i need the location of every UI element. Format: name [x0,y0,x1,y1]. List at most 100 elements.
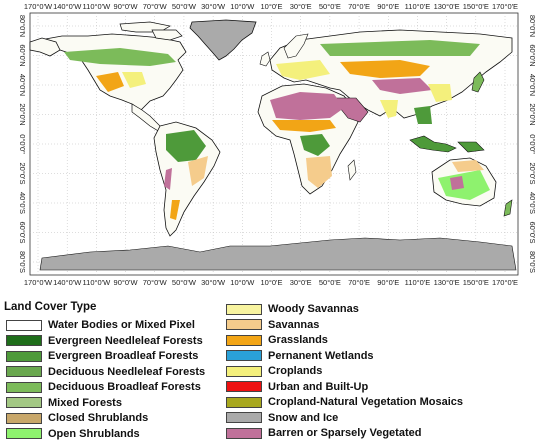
legend-swatch [6,397,42,408]
legend-swatch [226,319,262,330]
longitude-label: 110°0'E [405,278,431,287]
antarctica-snow [39,237,517,271]
longitude-label: 10°0'E [261,2,283,11]
legend-label: Water Bodies or Mixed Pixel [48,319,195,331]
indonesia-islands [409,135,457,153]
british-isles [259,51,271,67]
legend-swatch [6,412,42,424]
longitude-label: 90°0'E [377,2,399,11]
latitude-label: 60°0'S [18,222,27,244]
longitude-label: 170°0'W [24,278,53,287]
new-zealand [503,199,513,217]
legend-label: Closed Shrublands [48,412,149,424]
latitude-label: 20°0'N [528,103,537,125]
new-guinea [457,141,485,153]
legend-swatch [226,427,262,439]
longitude-label: 30°0'W [201,278,226,287]
latitude-label: 40°0'S [528,192,537,214]
legend-label: Deciduous Needleleaf Forests [48,365,206,378]
latitude-label: 20°0'S [18,163,27,185]
legend-label: Pernanent Wetlands [268,349,374,362]
longitude-label: 70°0'W [143,278,168,287]
legend-item: Urban and Built-Up [226,380,368,394]
scandinavia [283,33,309,59]
legend-item: Pernanent Wetlands [226,349,374,363]
legend-label: Urban and Built-Up [268,380,369,393]
latitude-label: 0°0'0" [528,134,537,154]
longitude-label: 130°0'E [434,278,460,287]
longitude-label: 130°0'E [434,2,460,11]
latitude-label: 0°0'0" [18,134,27,154]
legend-swatch [6,428,42,439]
legend-label: Barren or Sparsely Vegetated [268,427,422,439]
longitude-label: 150°0'E [463,2,489,11]
latitude-label: 80°0'N [18,15,27,37]
longitude-label: 70°0'E [348,2,370,11]
legend-label: Evergreen Needleleaf Forests [48,334,203,347]
legend-item: Barren or Sparsely Vegetated [226,426,421,440]
latitude-label: 80°0'N [528,15,537,37]
latitude-labels-left: 80°0'N 60°0'N 40°0'N 20°0'N 0°0'0" 20°0'S 40°0… [18,15,27,273]
legend-swatch [6,381,42,393]
longitude-label: 70°0'E [348,278,370,287]
longitude-label: 50°0'W [172,2,197,11]
legend-swatch [226,350,262,361]
latitude-label: 80°0'S [528,251,537,273]
longitude-label: 30°0'E [290,2,312,11]
legend-swatch [6,335,42,346]
legend-item: Mixed Forests [6,396,122,410]
longitude-label: 50°0'E [319,278,341,287]
legend-label: Mixed Forests [48,396,122,409]
legend-item: Savannas [226,318,319,332]
longitude-label: 170°0'W [24,2,53,11]
longitude-labels-bottom: 170°0'W 140°0'W 110°0'W 90°0'W 70°0'W 50°0'W 3… [24,278,518,287]
legend-label: Open Shrublands [48,427,140,440]
longitude-label: 10°0'E [261,278,283,287]
latitude-label: 40°0'S [18,192,27,214]
legend-label: Savannas [268,318,320,331]
legend-item: Evergreen Needleleaf Forests [6,334,203,348]
longitude-label: 90°0'E [377,278,399,287]
legend-item: Grasslands [226,333,328,347]
legend-item: Woody Savannas [226,302,359,316]
legend-item: Open Shrublands [6,427,140,441]
legend-label: Woody Savannas [268,303,359,315]
legend-swatch [6,319,42,331]
longitude-label: 10°0'W [230,2,255,11]
legend-item: Closed Shrublands [6,411,148,425]
legend-item: Deciduous Broadleaf Forests [6,380,201,394]
legend-swatch [226,303,262,315]
japan [471,71,485,93]
legend-item: Evergreen Broadleaf Forests [6,349,198,363]
legend-swatch [226,381,262,392]
legend-title: Land Cover Type [4,301,97,313]
legend-item: Snow and Ice [226,411,338,425]
legend-swatch [6,366,42,377]
legend-swatch [226,412,262,423]
longitude-labels-top: 170°0'W 140°0'W 110°0'W 90°0'W 70°0'W 50°0'W 3… [24,2,518,11]
legend-swatch [226,365,262,377]
longitude-label: 50°0'E [319,2,341,11]
legend-label: Croplands [268,365,323,377]
latitude-label: 80°0'S [18,251,27,273]
longitude-label: 90°0'W [114,278,139,287]
legend-swatch [6,350,42,362]
longitude-label: 140°0'W [53,2,82,11]
legend-label: Cropland-Natural Vegetation Mosaics [268,396,463,408]
longitude-label: 30°0'W [201,2,226,11]
longitude-label: 90°0'W [114,2,139,11]
latitude-label: 60°0'N [528,44,537,66]
alaska-land [29,37,61,57]
legend-item: Deciduous Needleleaf Forests [6,365,205,379]
legend: Land Cover Type Water Bodies or Mixed Pi… [0,300,550,441]
longitude-label: 110°0'W [83,2,112,11]
legend-swatch [226,396,262,408]
latitude-labels-right: 80°0'N 60°0'N 40°0'N 20°0'N 0°0'0" 20°0'S 40°0… [528,15,537,273]
arctic-islands-2 [151,29,183,41]
longitude-label: 50°0'W [172,278,197,287]
latitude-label: 60°0'N [18,44,27,66]
latitude-label: 60°0'S [528,222,537,244]
longitude-label: 170°0'E [492,2,518,11]
longitude-label: 110°0'E [405,2,431,11]
longitude-label: 150°0'E [463,278,489,287]
